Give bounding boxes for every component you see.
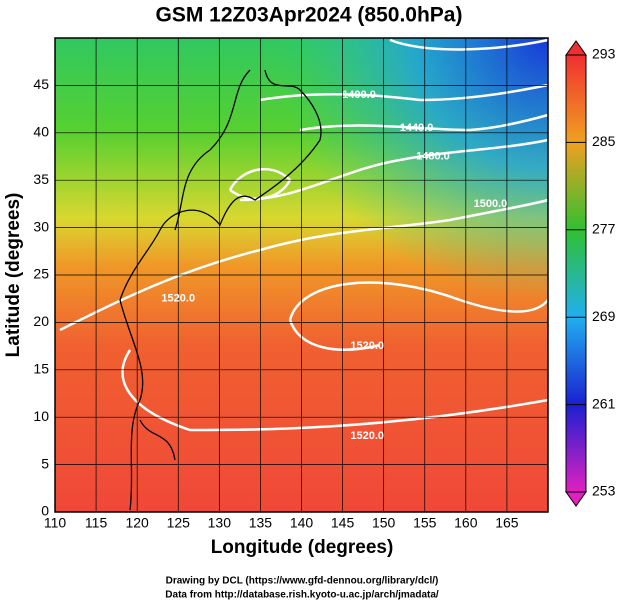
- colorbar-tick-label: 269: [592, 308, 616, 324]
- y-tick-label: 0: [41, 503, 49, 519]
- y-tick-label: 45: [33, 76, 49, 92]
- colorbar: [565, 54, 587, 493]
- y-axis-label: Latitude (degrees): [3, 193, 24, 358]
- x-tick-label: 115: [85, 515, 108, 531]
- x-tick-label: 110: [44, 515, 67, 531]
- x-tick-label: 130: [208, 515, 232, 531]
- plot-frame: [54, 37, 549, 513]
- contour-label: 1520.0: [350, 340, 384, 352]
- y-tick-label: 25: [33, 266, 49, 282]
- credit: Data from http://database.rish.kyoto-u.a…: [165, 590, 439, 601]
- x-tick-label: 135: [249, 515, 273, 531]
- x-tick-label: 150: [372, 515, 396, 531]
- colorbar-tick-label: 253: [592, 483, 616, 499]
- y-tick-label: 15: [33, 361, 49, 377]
- contour-label: 1520.0: [350, 430, 384, 442]
- x-tick-label: 165: [495, 515, 519, 531]
- x-tick-label: 160: [454, 515, 478, 531]
- x-tick-label: 155: [413, 515, 437, 531]
- x-axis-label: Longitude (degrees): [211, 537, 394, 558]
- y-tick-label: 30: [33, 218, 49, 234]
- coastlines: [119, 69, 322, 511]
- colorbar-tick-label: 293: [592, 46, 616, 62]
- x-tick-label: 145: [331, 515, 355, 531]
- contour-label: 1500.0: [474, 198, 508, 210]
- contour-label: 1520.0: [161, 293, 195, 305]
- y-tick-label: 5: [41, 455, 49, 471]
- y-tick-label: 35: [33, 171, 49, 187]
- y-tick-label: 20: [33, 313, 49, 329]
- colorbar-tick-label: 277: [592, 221, 616, 237]
- x-tick-label: 120: [125, 515, 149, 531]
- colorbar-tick-label: 285: [592, 133, 616, 149]
- credit: Drawing by DCL (https://www.gfd-dennou.o…: [166, 576, 439, 587]
- colorbar-bottom-arrow: [565, 491, 587, 507]
- colorbar-tick-label: 261: [592, 395, 616, 411]
- colorbar-top-arrow: [565, 40, 587, 56]
- contour-label: 1480.0: [416, 150, 450, 162]
- x-tick-label: 125: [167, 515, 191, 531]
- plot-area: 1400.0 1440.0 1480.0 1500.0 1520.0 1520.0 1520…: [54, 38, 549, 513]
- y-tick-label: 10: [33, 408, 49, 424]
- title: GSM 12Z03Apr2024 (850.0hPa): [156, 4, 463, 27]
- x-tick-label: 140: [290, 515, 314, 531]
- contour-label: 1440.0: [400, 122, 434, 134]
- y-tick-label: 40: [33, 124, 49, 140]
- contour-label: 1400.0: [342, 89, 376, 101]
